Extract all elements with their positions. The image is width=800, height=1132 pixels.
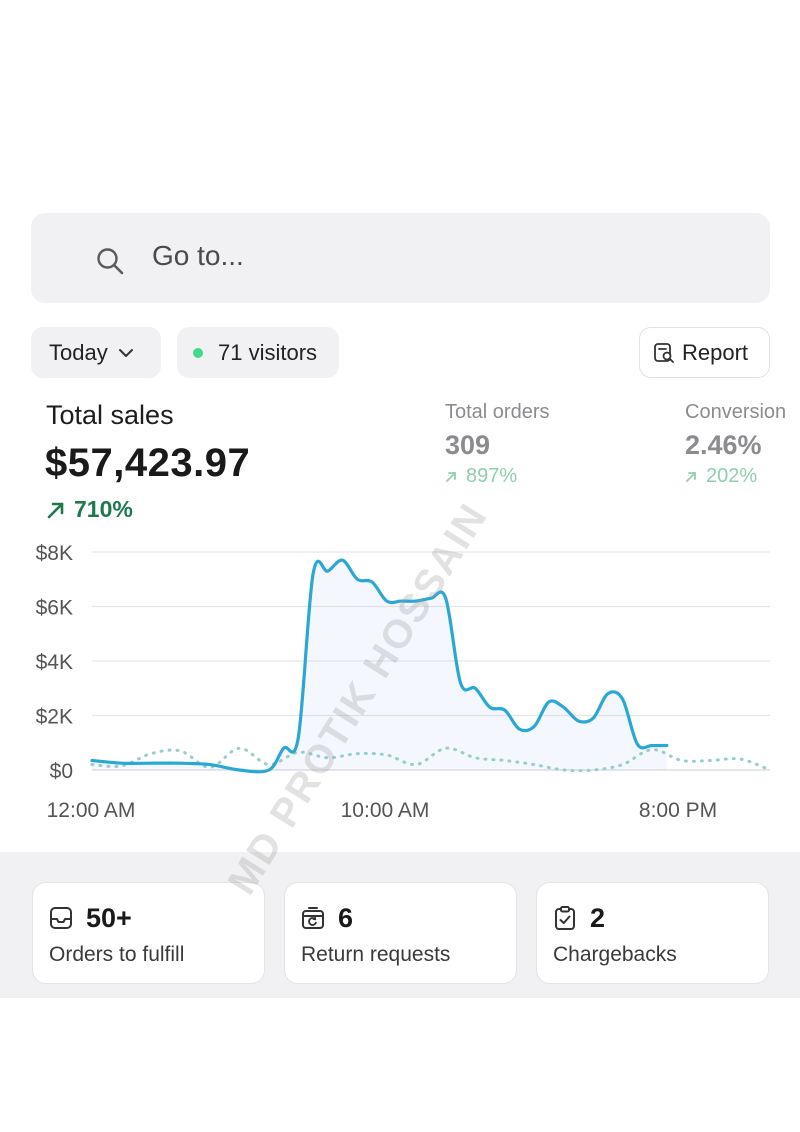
date-range-label: Today xyxy=(49,339,108,365)
report-button[interactable]: Report xyxy=(639,327,770,378)
return-requests-count: 6 xyxy=(338,903,354,933)
y-tick-label: $8K xyxy=(36,542,73,565)
inbox-icon xyxy=(50,907,72,929)
visitors-label: 71 visitors xyxy=(218,339,318,365)
x-tick-label: 10:00 AM xyxy=(341,799,430,822)
report-icon xyxy=(654,342,674,363)
chargebacks-card[interactable]: 2 Chargebacks xyxy=(536,882,769,984)
search-icon xyxy=(97,248,124,275)
conversion-delta: 202% xyxy=(685,465,786,488)
conversion-metric[interactable]: Conversion 2.46% 202% xyxy=(685,401,786,488)
conversion-value: 2.46% xyxy=(685,430,762,460)
y-tick-label: $0 xyxy=(50,760,73,783)
total-sales-delta-value: 710% xyxy=(74,496,133,522)
date-range-dropdown[interactable]: Today xyxy=(31,327,161,378)
search-bar[interactable]: Go to... xyxy=(31,213,770,303)
conversion-delta-value: 202% xyxy=(706,465,758,487)
sales-chart[interactable]: $8K $6K $4K $2K $0 12:00 AM 10:00 AM 8:00 PM xyxy=(0,530,800,830)
total-orders-delta: 897% xyxy=(445,465,550,488)
x-tick-label: 12:00 AM xyxy=(47,799,136,822)
total-orders-label: Total orders xyxy=(445,401,550,423)
comparison-series-line xyxy=(90,746,772,773)
orders-to-fulfill-count: 50+ xyxy=(86,903,132,933)
live-visitors-button[interactable]: 71 visitors xyxy=(177,327,339,378)
trend-up-icon xyxy=(686,471,696,482)
report-label: Report xyxy=(682,339,749,365)
clipboard-check-icon xyxy=(555,906,575,930)
total-sales-label: Total sales xyxy=(46,400,174,430)
return-requests-card[interactable]: 6 Return requests xyxy=(284,882,517,984)
chargebacks-count: 2 xyxy=(590,903,606,933)
y-tick-label: $6K xyxy=(36,597,73,620)
sales-series-line xyxy=(90,558,669,774)
total-orders-metric[interactable]: Total orders 309 897% xyxy=(445,401,550,488)
return-requests-label: Return requests xyxy=(301,943,451,966)
trend-up-icon xyxy=(446,471,456,482)
total-sales-value: $57,423.97 xyxy=(45,441,251,485)
live-status-dot xyxy=(193,347,203,358)
orders-to-fulfill-card[interactable]: 50+ Orders to fulfill xyxy=(32,882,265,984)
total-sales-delta: 710% xyxy=(46,496,133,523)
y-tick-label: $2K xyxy=(36,706,73,729)
trend-up-icon xyxy=(47,502,64,518)
x-tick-label: 8:00 PM xyxy=(639,799,717,822)
return-box-icon xyxy=(302,907,324,929)
conversion-label: Conversion xyxy=(685,401,787,423)
y-tick-label: $4K xyxy=(36,651,73,674)
chargebacks-label: Chargebacks xyxy=(553,943,677,966)
sales-series-area xyxy=(92,560,667,772)
orders-to-fulfill-label: Orders to fulfill xyxy=(49,943,185,966)
total-orders-delta-value: 897% xyxy=(466,465,518,487)
total-orders-value: 309 xyxy=(445,430,491,460)
search-input[interactable]: Go to... xyxy=(152,240,244,271)
chevron-down-icon xyxy=(118,348,133,357)
